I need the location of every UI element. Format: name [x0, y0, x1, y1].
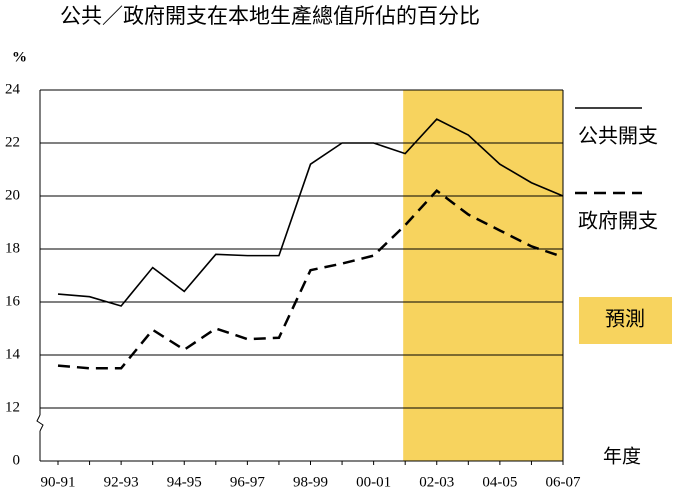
- y-tick-label: 14: [5, 346, 21, 362]
- y-tick-label: 18: [5, 240, 20, 256]
- y-tick-label: 0: [13, 452, 21, 468]
- y-tick-label: 12: [5, 399, 20, 415]
- legend-label: 預測: [605, 308, 645, 331]
- x-tick-label: 00-01: [356, 474, 391, 490]
- x-tick-label: 06-07: [546, 474, 581, 490]
- chart-title: 公共／政府開支在本地生產總值所佔的百分比: [60, 4, 480, 28]
- forecast-band: [403, 90, 563, 461]
- y-axis-label: %: [12, 49, 27, 65]
- x-tick-label: 94-95: [167, 474, 202, 490]
- legend-label: 政府開支: [578, 210, 658, 233]
- x-tick-label: 04-05: [482, 474, 517, 490]
- x-tick-label: 02-03: [419, 474, 454, 490]
- x-tick-label: 96-97: [230, 474, 265, 490]
- legend-swatch: [579, 297, 672, 344]
- y-tick-label: 20: [5, 187, 20, 203]
- y-tick-label: 24: [5, 81, 21, 97]
- y-tick-label: 16: [5, 293, 21, 309]
- legend-label: 公共開支: [578, 125, 658, 148]
- x-tick-label: 90-91: [41, 474, 76, 490]
- axis-break: [36, 414, 44, 432]
- x-axis-label: 年度: [603, 445, 641, 467]
- series-line: [57, 118, 564, 307]
- x-tick-label: 98-99: [293, 474, 328, 490]
- series-line: [57, 189, 564, 370]
- x-tick-label: 92-93: [104, 474, 139, 490]
- y-tick-label: 22: [5, 134, 20, 150]
